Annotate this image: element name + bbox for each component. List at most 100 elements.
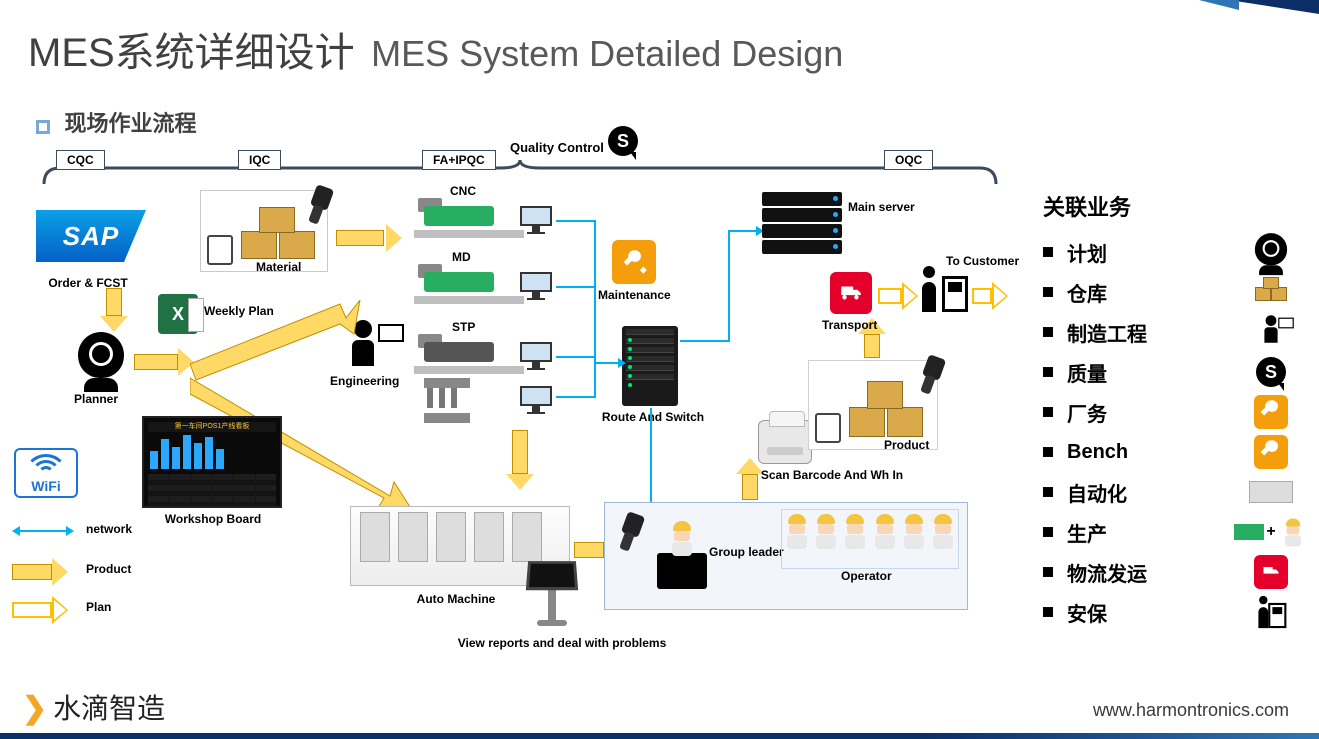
cyan-line xyxy=(680,340,730,342)
planner-icon xyxy=(78,332,124,386)
transport-icon xyxy=(830,272,872,314)
rlist-label: 质量 xyxy=(1067,358,1249,387)
cyan-line xyxy=(650,408,652,504)
rlist-row: 厂务 xyxy=(1043,392,1293,432)
maintenance-icon xyxy=(612,240,656,284)
planner-label: Planner xyxy=(74,392,118,406)
cyan-arrow-icon xyxy=(618,358,626,368)
rlist-row: 质量S xyxy=(1043,352,1293,392)
rlist-row: 物流发运 xyxy=(1043,552,1293,592)
press-icon xyxy=(424,378,470,420)
sap-logo: SAP xyxy=(36,210,146,262)
brace-label-faipqc: FA+IPQC xyxy=(422,150,496,170)
legend-plan: Plan xyxy=(86,600,111,614)
rlist-label: 物流发运 xyxy=(1067,558,1249,587)
wifi-text: WiFi xyxy=(16,478,76,494)
transport-label: Transport xyxy=(822,318,877,332)
stp-label: STP xyxy=(452,320,475,334)
stp-monitor-icon xyxy=(520,342,552,370)
operator-icon xyxy=(782,514,811,549)
material-label: Material xyxy=(256,260,301,274)
leader-icon xyxy=(667,521,697,561)
rlist-icon xyxy=(1249,594,1293,630)
scanner-leader-icon xyxy=(615,513,645,553)
rlist-label: 安保 xyxy=(1067,598,1249,627)
rlist-row: 计划 xyxy=(1043,232,1293,272)
brace-label-iqc: IQC xyxy=(238,150,281,170)
footer-bar xyxy=(0,733,1319,739)
rlist-icon xyxy=(1249,234,1293,270)
rlist-icon xyxy=(1249,554,1293,590)
rlist-label: 生产 xyxy=(1067,518,1249,547)
arrow-out xyxy=(972,282,1008,310)
rlist-label: 自动化 xyxy=(1067,478,1249,507)
operator-icon xyxy=(870,514,899,549)
subtitle-row: 现场作业流程 xyxy=(36,106,196,138)
rlist-row: 仓库 xyxy=(1043,272,1293,312)
legend-plan-arrow xyxy=(12,596,68,624)
operator-box xyxy=(781,509,959,569)
kiosk-label: View reports and deal with problems xyxy=(452,636,672,650)
bullet-icon xyxy=(1043,487,1053,497)
cyan-line xyxy=(556,286,596,288)
cyan-line xyxy=(594,362,596,398)
rlist-icon xyxy=(1249,314,1293,350)
cyan-line xyxy=(556,356,596,358)
rlist-row: 安保 xyxy=(1043,592,1293,632)
rlist-row: 生产+ xyxy=(1043,512,1293,552)
rlist-row: 自动化 xyxy=(1043,472,1293,512)
bullet-icon xyxy=(1043,407,1053,417)
bullet-icon xyxy=(1043,327,1053,337)
rlist-icon xyxy=(1249,474,1293,510)
order-label: Order & FCST xyxy=(28,276,148,290)
cyan-line xyxy=(728,230,730,342)
customer-label: To Customer xyxy=(946,254,1019,268)
rlist-row: Bench xyxy=(1043,432,1293,472)
cnc-machine-icon xyxy=(414,198,534,238)
related-business-list: 关联业务 计划仓库制造工程质量S厂务Bench自动化生产+物流发运安保 xyxy=(1043,190,1293,632)
brace-label-oqc: OQC xyxy=(884,150,933,170)
bullet-icon xyxy=(1043,567,1053,577)
printer-icon xyxy=(758,420,812,464)
operator-icon xyxy=(929,514,958,549)
brace-icon xyxy=(40,160,1000,188)
wifi-icon: WiFi xyxy=(14,448,78,498)
operator-icon xyxy=(811,514,840,549)
operator-label: Operator xyxy=(841,569,892,583)
auto-label: Auto Machine xyxy=(396,592,516,606)
customer-icon xyxy=(918,266,968,312)
title-cn: MES系统详细设计 xyxy=(28,31,355,75)
rlist-icon xyxy=(1249,394,1293,430)
stp-machine-icon xyxy=(414,334,534,374)
md-machine-icon xyxy=(414,264,534,304)
qc-label: Quality Control xyxy=(510,140,604,155)
slide: { "title_cn": "MES系统详细设计", "title_en": "… xyxy=(0,0,1319,739)
press-monitor-icon xyxy=(520,386,552,414)
footer-brand: ❯水滴智造 xyxy=(22,687,165,727)
rlist-label: 计划 xyxy=(1067,238,1249,267)
subtitle: 现场作业流程 xyxy=(64,111,196,136)
rlist-label: 仓库 xyxy=(1067,278,1249,307)
s-badge-icon: S xyxy=(608,126,638,156)
workshop-board: 第一车间POS1产线看板 xyxy=(142,416,282,508)
maintenance-label: Maintenance xyxy=(598,288,671,302)
corner-accent-dark xyxy=(1229,0,1319,14)
md-monitor-icon xyxy=(520,272,552,300)
arrow-order-to-planner xyxy=(100,288,128,332)
route-label: Route And Switch xyxy=(598,410,708,424)
brace-label-cqc: CQC xyxy=(56,150,105,170)
rlist-label: Bench xyxy=(1067,441,1249,464)
bullet-icon xyxy=(1043,367,1053,377)
legend-product: Product xyxy=(86,562,131,576)
arrow-to-auto xyxy=(506,430,534,490)
md-label: MD xyxy=(452,250,471,264)
kiosk-icon xyxy=(524,560,580,632)
rlist-title: 关联业务 xyxy=(1043,190,1293,222)
legend-network-line xyxy=(20,530,66,532)
bullet-icon xyxy=(1043,247,1053,257)
rlist-icon xyxy=(1249,434,1293,470)
cyan-line xyxy=(556,396,596,398)
cyan-line xyxy=(728,230,758,232)
legend-product-arrow xyxy=(12,558,68,586)
arrow-material-to-cnc xyxy=(336,218,402,258)
